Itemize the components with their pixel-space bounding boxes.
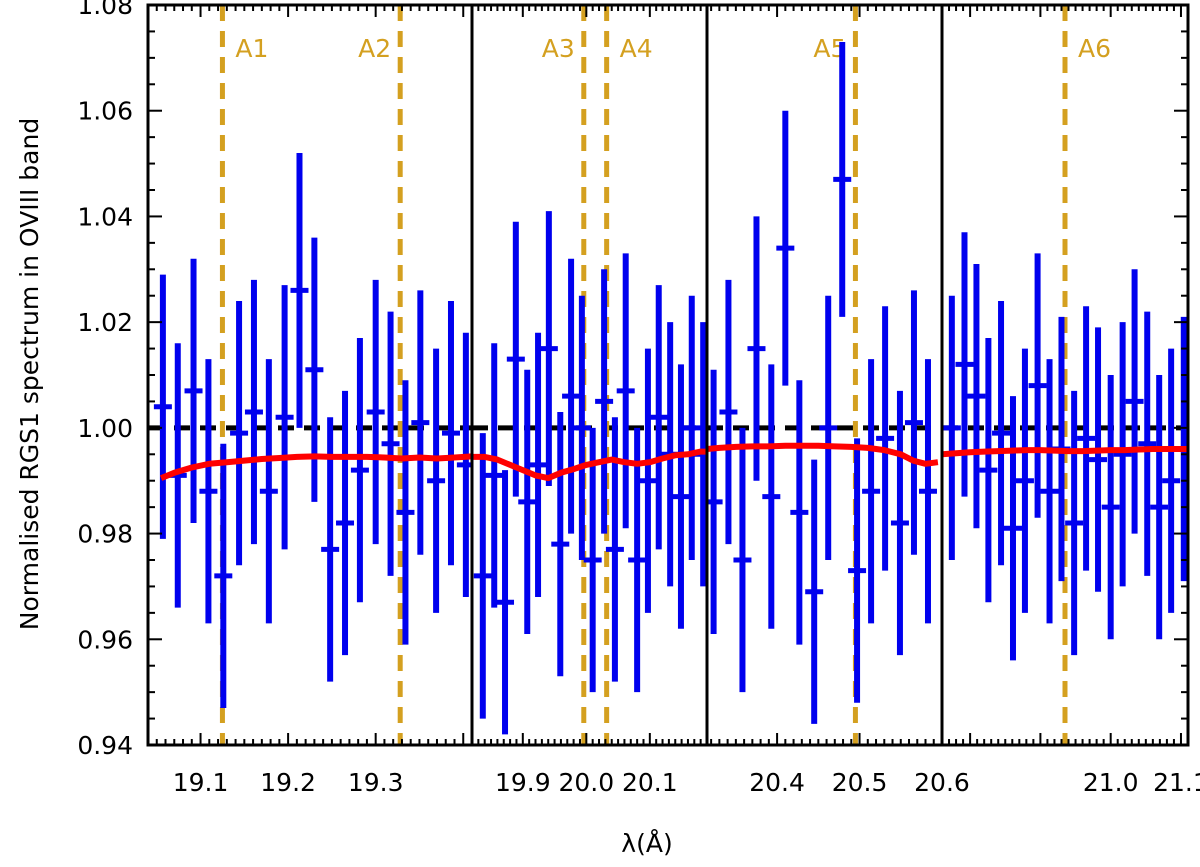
marker-label-a6: A6 — [1078, 34, 1111, 63]
marker-label-a1: A1 — [235, 34, 268, 63]
y-tick-label: 0.96 — [77, 625, 133, 654]
panel-frame — [146, 3, 474, 747]
model-curve — [942, 446, 1188, 458]
y-tick-label: 1.06 — [77, 97, 133, 126]
y-tick-label: 1.02 — [77, 308, 133, 337]
x-axis-title: λ(Å) — [621, 829, 672, 858]
data-series — [473, 211, 707, 735]
marker-label-a3: A3 — [542, 34, 575, 63]
x-tick-label: 19.2 — [260, 768, 316, 797]
model-curve — [472, 448, 707, 482]
x-tick-label: 21.0 — [1083, 768, 1139, 797]
x-tick-label: 19.9 — [495, 768, 551, 797]
model-curve — [159, 453, 472, 481]
panel-4: A6 21.0 21.1 — [940, 3, 1200, 797]
x-tick-label: 20.6 — [914, 768, 970, 797]
panel-1: A1 A2 19.1 19.2 19.3 — [146, 3, 474, 797]
x-tick-label: 20.1 — [622, 768, 678, 797]
y-tick-labels: 0.94 0.96 0.98 1.00 1.02 1.04 1.06 1.08 — [77, 0, 133, 760]
y-tick-label: 0.98 — [77, 520, 133, 549]
x-tick-label: 19.3 — [348, 768, 404, 797]
data-series — [942, 232, 1188, 661]
y-tick-label: 1.04 — [77, 202, 133, 231]
x-tick-label: 19.1 — [173, 768, 229, 797]
x-tick-label: 20.5 — [832, 768, 888, 797]
y-tick-label: 0.94 — [77, 731, 133, 760]
data-series — [153, 153, 472, 708]
x-tick-label: 20.0 — [558, 768, 614, 797]
data-series — [707, 42, 937, 724]
panel-2: A3 A4 19.9 20.0 20.1 — [470, 3, 709, 797]
x-tick-label: 21.1 — [1153, 768, 1200, 797]
marker-label-a4: A4 — [620, 34, 653, 63]
y-tick-label: 1.08 — [77, 0, 133, 20]
y-tick-label: 1.00 — [77, 414, 133, 443]
x-tick-label: 20.4 — [749, 768, 805, 797]
marker-label-a2: A2 — [358, 34, 391, 63]
model-curve — [707, 442, 939, 467]
y-axis-title: Normalised RGS1 spectrum in OVIII band — [15, 118, 44, 630]
